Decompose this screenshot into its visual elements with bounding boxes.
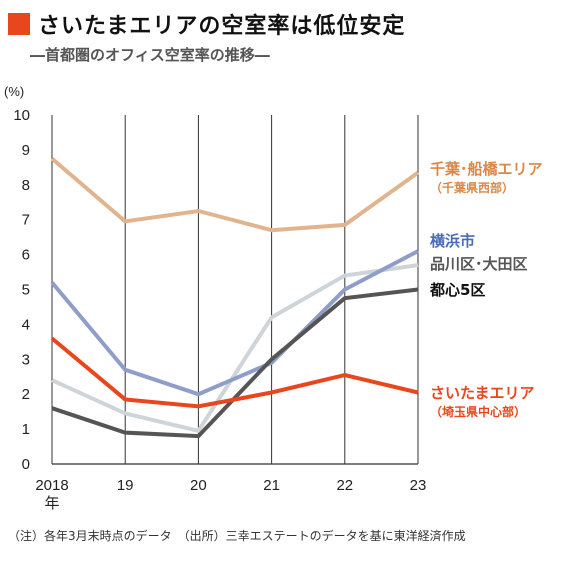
series-line-saitama: [50, 336, 419, 409]
x-tick-year-suffix: 年: [44, 495, 59, 512]
y-tick-label: 3: [22, 351, 30, 368]
x-tick-label: 19: [117, 477, 134, 494]
x-tick-label: 23: [410, 477, 427, 494]
x-tick-label: 21: [263, 477, 280, 494]
chart-subtitle: ―首都圏のオフィス空室率の推移―: [30, 46, 270, 64]
x-tick-label: 22: [336, 477, 353, 494]
series-label-chiba: 千葉･船橋エリア: [430, 160, 543, 178]
series-line-chiba: [50, 157, 420, 233]
chart-title: さいたまエリアの空室率は低位安定: [38, 14, 406, 39]
series-line-shinagawa: [51, 263, 419, 434]
x-tick-label: 20: [190, 477, 207, 494]
y-tick-label: 4: [22, 316, 30, 333]
y-tick-label: 5: [22, 282, 30, 299]
y-tick-label: 8: [22, 177, 30, 194]
series-label-toshin: 都心5区: [429, 281, 485, 299]
y-tick-label: 1: [22, 421, 30, 438]
grid-lines: [51, 115, 419, 464]
series-label-shinagawa: 品川区･大田区: [430, 255, 528, 273]
series-sublabel-chiba: （千葉県西部）: [430, 180, 514, 195]
y-axis-unit: (%): [4, 84, 24, 99]
title-row: さいたまエリアの空室率は低位安定: [8, 8, 405, 40]
x-tick-label: 2018: [35, 477, 68, 494]
series-label-saitama: さいたまエリア: [430, 384, 535, 402]
y-tick-label: 6: [22, 247, 30, 264]
y-tick-label: 9: [22, 142, 30, 159]
series-label-yokohama: 横浜市: [430, 232, 475, 250]
series-sublabel-saitama: （埼玉県中心部）: [430, 404, 526, 419]
y-tick-label: 10: [13, 107, 30, 124]
series-lines: [50, 157, 420, 439]
series-line-yokohama: [50, 249, 419, 397]
y-tick-label: 0: [22, 456, 30, 473]
y-tick-label: 7: [22, 212, 30, 229]
source-note: （注）各年3月末時点のデータ （出所）三幸エステートのデータを基に東洋経済作成: [8, 529, 466, 543]
series-line-toshin: [51, 287, 419, 439]
title-marker: [8, 13, 30, 35]
y-tick-label: 2: [22, 386, 30, 403]
